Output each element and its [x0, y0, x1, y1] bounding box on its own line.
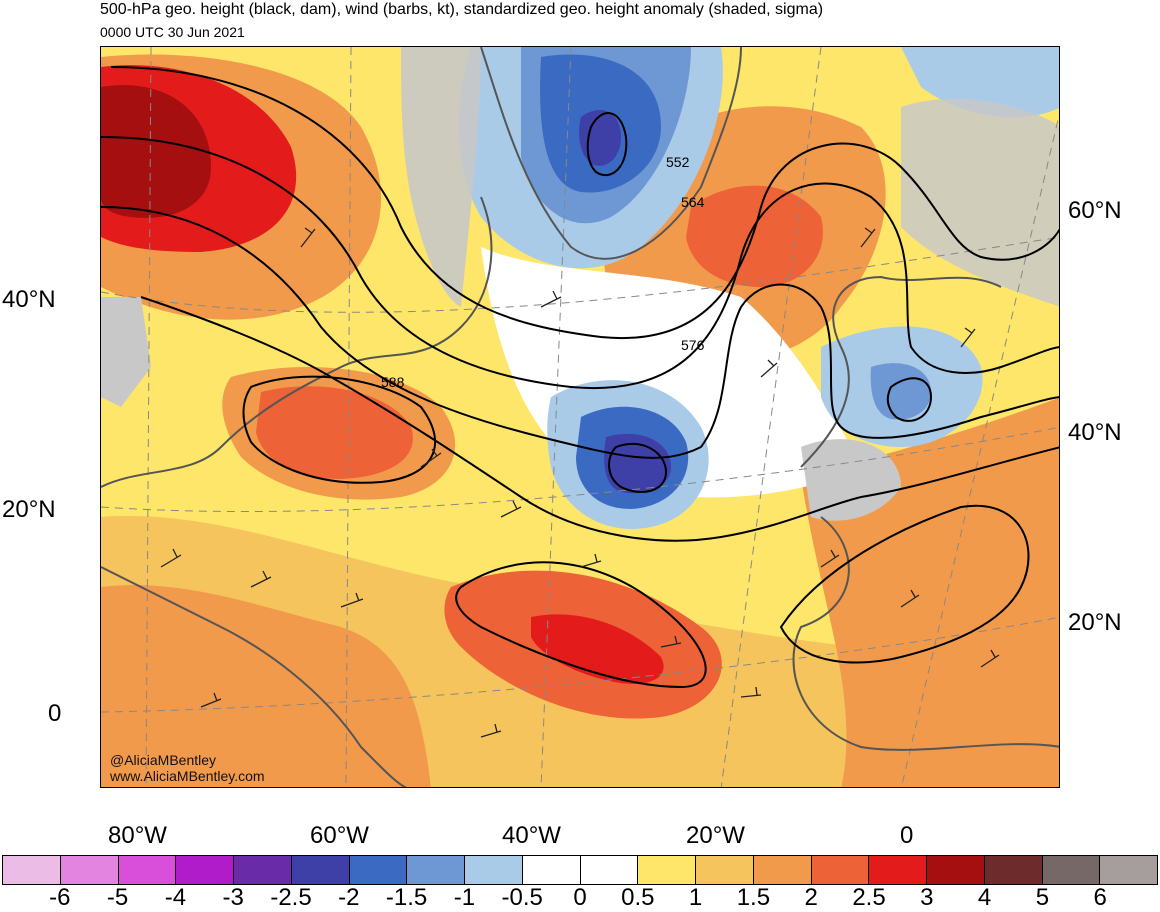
colorbar-tick-label: -3	[222, 884, 244, 911]
contour-labels: 552 564 576 588	[381, 154, 705, 390]
colorbar-tick-label: -6	[49, 884, 71, 911]
colorbar-swatch	[696, 856, 754, 884]
colorbar-swatch	[349, 856, 408, 884]
colorbar-tick-label: 5	[1035, 884, 1050, 911]
colorbar-tick-label: -1.5	[385, 884, 428, 911]
lon-label-0: 0	[900, 822, 914, 849]
anomaly-shade-8	[256, 386, 413, 479]
colorbar-tick-label: 3	[920, 884, 934, 911]
colorbar-swatch	[522, 856, 581, 884]
anomaly-shade-20	[604, 433, 671, 494]
lon-label-20w: 20°W	[686, 822, 745, 849]
colorbar-swatch	[234, 856, 292, 884]
lat-label-right-40n: 40°N	[1068, 419, 1122, 446]
lat-label-right-20n: 20°N	[1068, 609, 1122, 636]
colorbar-swatch	[3, 856, 61, 884]
colorbar-swatch	[291, 856, 350, 884]
colorbar-swatch	[927, 856, 985, 884]
credit-website[interactable]: www.AliciaMBentley.com	[110, 768, 265, 784]
colorbar-swatch	[869, 856, 927, 884]
colorbar-swatch	[580, 856, 639, 884]
lon-label-40w: 40°W	[502, 822, 561, 849]
colorbar-tick-label: -2.5	[270, 884, 312, 911]
colorbar-swatch	[638, 856, 696, 884]
colorbar-swatch	[1042, 856, 1101, 884]
land-mask-2	[901, 98, 1059, 307]
lat-label-left-0: 0	[48, 700, 62, 727]
contour-label-564: 564	[681, 194, 705, 210]
lat-label-right-60n: 60°N	[1068, 197, 1122, 224]
map-svg: 552 564 576 588	[101, 47, 1059, 787]
contour-label-588: 588	[381, 374, 405, 390]
lon-label-60w: 60°W	[310, 822, 369, 849]
colorbar-swatch	[1100, 856, 1157, 884]
lon-label-80w: 80°W	[108, 822, 167, 849]
coastlines	[101, 47, 1059, 787]
colorbar-tick-label: -4	[164, 884, 187, 911]
lat-label-left-20n: 20°N	[2, 496, 56, 523]
anomaly-shade-23	[901, 47, 1059, 118]
map-subtitle: 0000 UTC 30 Jun 2021	[100, 24, 245, 40]
anomaly-shade-16	[579, 109, 621, 166]
colorbar-swatch	[811, 856, 870, 884]
colorbar-swatch	[60, 856, 119, 884]
colorbar-tick-label: 2.5	[852, 884, 886, 911]
colorbar-tick-label: -0.5	[501, 884, 543, 911]
anomaly-shade-22	[870, 363, 931, 420]
colorbar-tick-label: -1	[453, 884, 476, 911]
land-mask-1	[401, 47, 481, 307]
graticule	[101, 47, 1059, 787]
colorbar-swatch	[753, 856, 812, 884]
map-title: 500-hPa geo. height (black, dam), wind (…	[100, 1, 824, 18]
anomaly-shade-2	[101, 585, 431, 787]
colorbar-swatch	[465, 856, 523, 884]
lat-label-left-40n: 40°N	[2, 286, 56, 313]
colorbar-swatch	[118, 856, 177, 884]
colorbar-tick-label: 6	[1093, 884, 1107, 911]
colorbar-tick-label: 1.5	[736, 884, 771, 911]
colorbar-tick-label: -5	[106, 884, 129, 911]
anomaly-shade-12	[686, 185, 823, 287]
height-contours	[101, 66, 1059, 689]
colorbar-tick-label: 1	[688, 884, 703, 911]
colorbar	[2, 855, 1158, 885]
colorbar-tick-label: 0.5	[621, 884, 655, 911]
map-plot: 552 564 576 588	[100, 46, 1060, 788]
credit-handle: @AliciaMBentley	[110, 752, 217, 768]
wind-barbs	[160, 227, 1000, 738]
colorbar-tick-label: 4	[977, 884, 992, 911]
contour-label-552: 552	[666, 154, 690, 170]
anomaly-shade-6	[101, 85, 211, 218]
colorbar-swatch	[176, 856, 234, 884]
colorbar-tick-label: 0	[573, 884, 587, 911]
anomaly-shade-10	[531, 614, 664, 684]
colorbar-tick-label: -2	[338, 884, 360, 911]
land-mask-3	[101, 297, 151, 407]
colorbar-swatch	[984, 856, 1043, 884]
contour-label-576: 576	[681, 337, 705, 353]
colorbar-swatch	[407, 856, 465, 884]
land-mask-4	[801, 439, 901, 521]
colorbar-tick-label: 2	[804, 884, 818, 911]
